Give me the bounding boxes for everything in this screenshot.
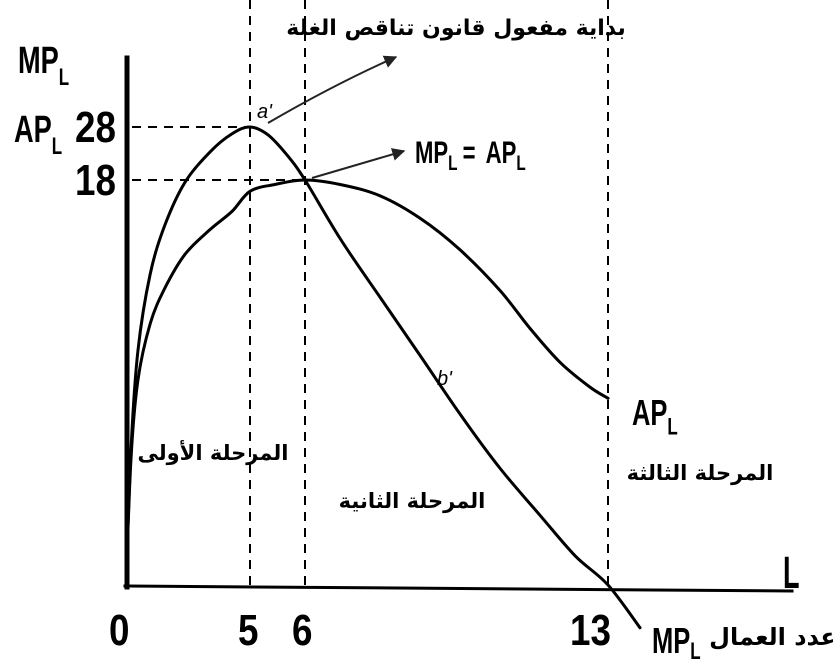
y-axis-label-mp-main: MP: [18, 40, 59, 83]
equality-operator: =: [463, 135, 476, 170]
equality-left-main: MP: [415, 135, 448, 170]
series-label-mp-main: MP: [652, 621, 690, 661]
equality-left-sub: L: [448, 151, 457, 175]
y-tick-label-18: 18: [75, 155, 116, 205]
series-line-mp: [124, 125, 642, 630]
x-tick-label-13: 13: [570, 605, 611, 655]
y-axis-label-ap: APL: [14, 109, 62, 160]
x-tick-label-0: 0: [109, 605, 129, 655]
point-label-b: b': [437, 368, 453, 390]
stage-label-second: المرحلة الثانية: [339, 489, 486, 513]
stage-label-first: المرحلة الأولى: [138, 439, 289, 465]
x-axis-label: عدد العمال: [709, 623, 833, 651]
diminishing-returns-annotation: بداية مفعول قانون تناقص الغلة: [286, 16, 625, 41]
y-axis-label-ap-main: AP: [14, 109, 52, 152]
y-axis-label-mp-sub: L: [59, 64, 70, 91]
y-tick-label-28: 28: [75, 102, 116, 152]
series-layer: [124, 125, 642, 630]
x-tick-label-6: 6: [292, 605, 312, 655]
series-label-ap: APL: [632, 393, 678, 441]
series-label-ap-main: AP: [632, 393, 667, 433]
diminishing-returns-arrow: [267, 55, 398, 124]
series-line-ap: [124, 178, 610, 587]
stage-label-third: المرحلة الثالثة: [627, 461, 774, 485]
x-axis: [123, 584, 794, 593]
equality-right-sub: L: [516, 151, 525, 175]
x-tick-label-5: 5: [238, 605, 258, 655]
equality-annotation: MPL = APL: [415, 135, 526, 175]
series-label-mp: MPL: [652, 621, 701, 665]
series-label-ap-sub: L: [667, 414, 678, 441]
equality-right-main: AP: [486, 135, 517, 170]
y-axis-label-ap-sub: L: [52, 133, 63, 160]
series-label-mp-sub: L: [690, 638, 701, 665]
equality-arrow: [311, 148, 406, 179]
y-axis-label-mp: MPL: [18, 40, 69, 91]
point-label-a: a': [257, 101, 273, 123]
x-axis-symbol: L: [783, 547, 799, 598]
